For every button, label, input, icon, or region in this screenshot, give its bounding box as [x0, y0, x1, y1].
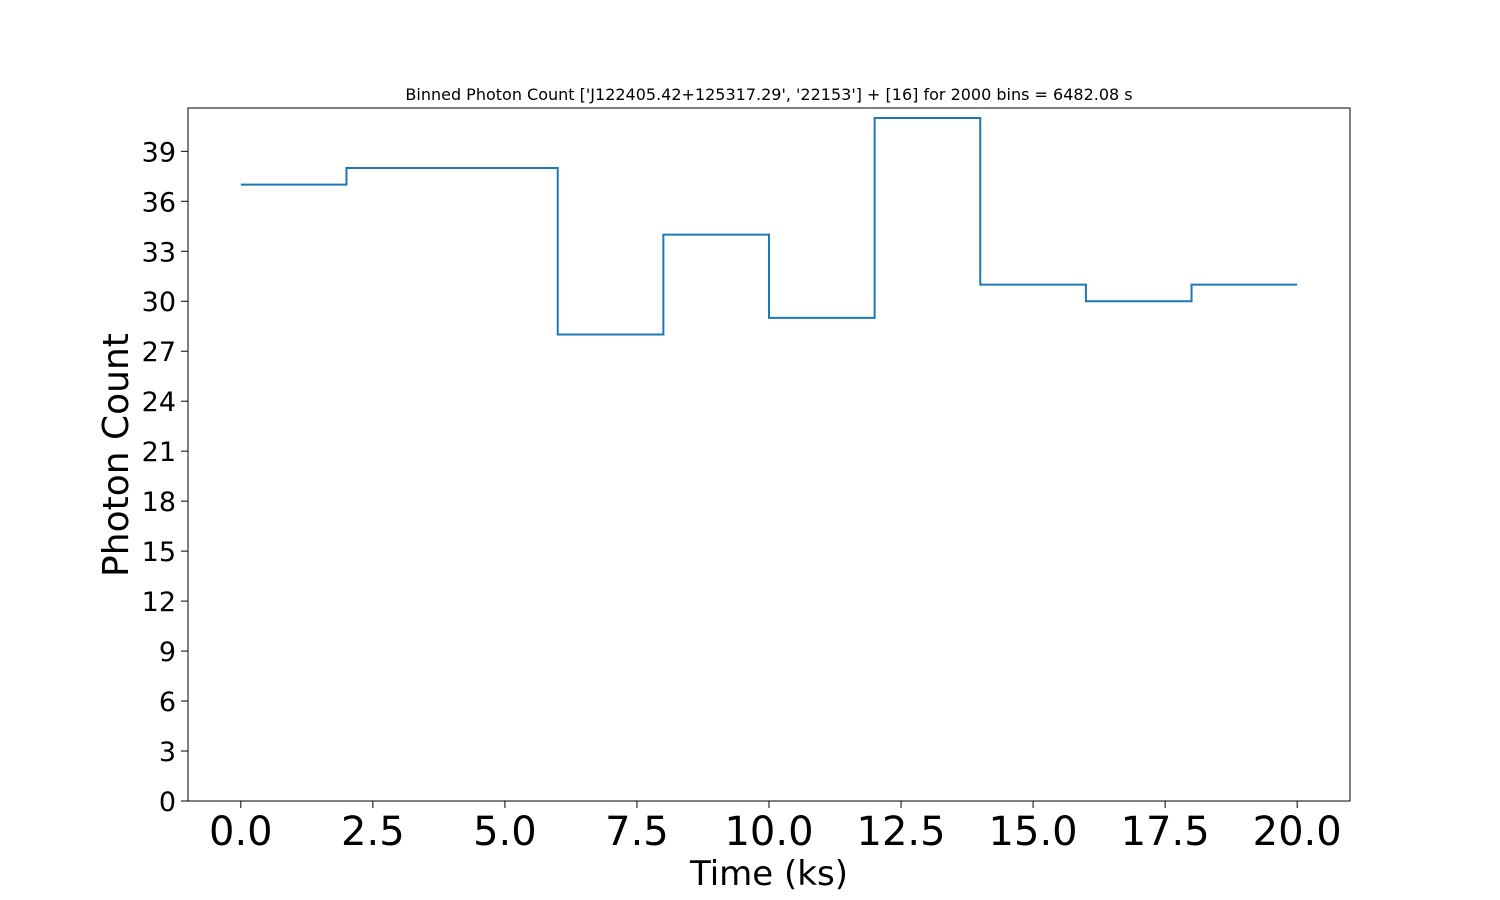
x-tick-label: 15.0	[989, 809, 1078, 855]
series-line-0	[240, 116, 1298, 336]
x-tick-label: 10.0	[724, 809, 813, 855]
y-tick-label: 27	[142, 337, 176, 368]
y-tick-label: 3	[159, 737, 176, 768]
x-tick-label: 12.5	[857, 809, 946, 855]
x-tick-label: 0.0	[209, 809, 273, 855]
x-tick-label: 5.0	[473, 809, 537, 855]
y-tick-label: 30	[142, 287, 176, 318]
axes-frame	[187, 107, 1351, 802]
x-tick-label: 17.5	[1121, 809, 1210, 855]
x-tick-label: 2.5	[341, 809, 405, 855]
y-tick-label: 24	[142, 387, 176, 418]
y-tick-label: 33	[142, 237, 176, 268]
y-axis-label: Photon Count	[96, 333, 137, 577]
y-tick-label: 9	[159, 637, 176, 668]
y-tick-label: 6	[159, 687, 176, 718]
chart-title: Binned Photon Count ['J122405.42+125317.…	[405, 85, 1132, 104]
y-tick-label: 18	[142, 487, 176, 518]
y-tick-label: 12	[142, 587, 176, 618]
y-tick-label: 0	[159, 787, 176, 818]
y-tick-label: 36	[142, 187, 176, 218]
x-tick-label: 7.5	[605, 809, 669, 855]
x-axis-label: Time (ks)	[689, 854, 848, 894]
x-tick-label: 20.0	[1253, 809, 1342, 855]
y-tick-label: 15	[142, 537, 176, 568]
y-tick-label: 21	[142, 437, 176, 468]
y-tick-label: 39	[142, 137, 176, 168]
